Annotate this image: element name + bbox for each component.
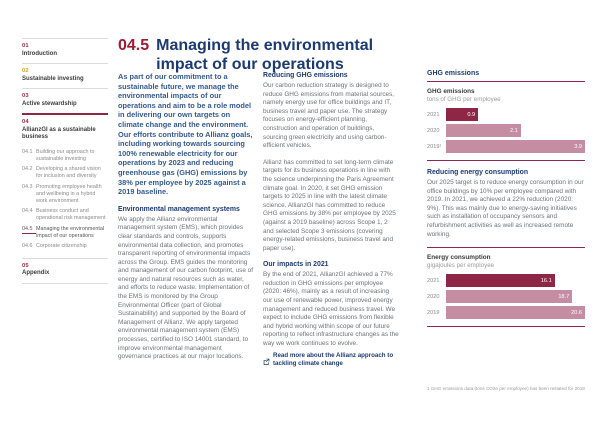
subsection-label: Building our approach to sustainable inv… <box>36 148 95 162</box>
subsection-label: Managing the environmental impact of our… <box>36 225 105 239</box>
sidebar-item-active-stewardship[interactable]: 03 Active stewardship <box>22 89 108 113</box>
column-charts: GHG emissions GHG emissions tons of GHG … <box>427 70 585 335</box>
column-ghg: Reducing GHG emissions Our carbon reduct… <box>263 72 399 368</box>
bar-year-label: 2019 <box>427 309 440 316</box>
chart-title: Energy consumption <box>427 254 491 262</box>
sidebar-item-sustainable-investing[interactable]: 02 Sustainable investing <box>22 64 108 88</box>
bar-row-2021: 2021 16.1 <box>427 274 585 288</box>
bar-row-2019: 2019 20.6 <box>427 306 585 320</box>
bar-2021: 16.1 <box>446 274 555 288</box>
section-title: Sustainable investing <box>22 75 84 82</box>
ems-body: We apply the Allianz environmental manag… <box>118 215 253 361</box>
chart-unit-label: gigajoules per employee <box>427 262 495 270</box>
bar-value-label: 3.9 <box>574 143 582 150</box>
reducing-energy-heading: Reducing energy consumption <box>427 169 529 176</box>
sidebar-item-sustainable-business[interactable]: 04 AllianzGI as a sustainable business <box>22 115 108 147</box>
bar-2019: 3.9 <box>446 140 585 153</box>
section-number: 04 <box>22 119 29 125</box>
sidebar-item-appendix[interactable]: 05 Appendix <box>22 259 108 283</box>
section-title: Introduction <box>22 50 57 57</box>
bar-value-label: 16.1 <box>540 277 552 284</box>
read-more-label: Read more about the Allianz approach to … <box>273 351 394 368</box>
divider <box>22 88 108 89</box>
bar-2020: 2.1 <box>446 124 521 137</box>
bar-value-label: 0.9 <box>467 111 476 118</box>
bar-track: 20.6 <box>446 306 585 320</box>
subsection-label: Business conduct and operational risk ma… <box>36 208 106 221</box>
page-header: 04.5 Managing the environmental impact o… <box>118 36 428 74</box>
bar-row-2020: 2020 18.7 <box>427 290 585 304</box>
intro-paragraph: As part of our commitment to a sustainab… <box>118 72 253 197</box>
bar-2019: 20.6 <box>446 306 585 320</box>
column-intro: As part of our commitment to a sustainab… <box>118 72 254 370</box>
ghg-paragraph-1: Our carbon reduction strategy is designe… <box>263 82 395 150</box>
sidebar-item-04-3[interactable]: 04.3 Promoting employee health and wellb… <box>22 184 108 205</box>
section-number: 05 <box>22 262 29 269</box>
subsection-label: Corporate citizenship <box>36 243 87 249</box>
ghg-paragraph-2: Allianz has committed to set long-term c… <box>263 158 396 252</box>
subsection-number: 04.5 <box>22 226 36 234</box>
subsection-number: 04.3 <box>22 183 33 190</box>
section-title: Appendix <box>22 270 50 276</box>
divider <box>22 63 108 64</box>
chart-title: GHG emissions <box>427 88 475 95</box>
sidebar-item-04-2[interactable]: 04.2 Developing a shared vision for incl… <box>22 166 108 180</box>
sidebar-item-04-4[interactable]: 04.4 Business conduct and operational ri… <box>22 208 108 222</box>
bar-year-label: 2019¹ <box>427 143 442 150</box>
bar-2021: 0.9 <box>446 108 479 121</box>
section-number: 03 <box>22 93 29 99</box>
subsection-number: 04.4 <box>22 208 33 214</box>
bar-year-label: 2020 <box>427 293 440 300</box>
bar-2020: 18.7 <box>446 290 573 304</box>
divider <box>22 38 108 39</box>
energy-body: Our 2025 target is to reduce energy cons… <box>427 179 584 238</box>
bar-track: 3.9 <box>446 140 585 153</box>
subsection-number: 04.6 <box>22 243 33 249</box>
active-section-divider <box>22 113 108 115</box>
read-more-link[interactable]: Read more about the Allianz approach to … <box>263 352 399 369</box>
sidebar-item-04-1[interactable]: 04.1 Building our approach to sustainabl… <box>22 149 108 163</box>
divider <box>22 257 108 259</box>
bar-value-label: 20.6 <box>571 309 582 316</box>
page-title: Managing the environmental impact of our… <box>156 37 374 73</box>
ghg-emissions-chart: GHG emissions tons of GHG per employee 2… <box>427 81 585 161</box>
chart-unit-label: tons of GHG per employee <box>427 96 501 103</box>
subsection-number: 04.1 <box>22 148 33 155</box>
energy-consumption-chart: Energy consumption gigajoules per employ… <box>427 247 585 328</box>
bar-value-label: 2.1 <box>510 127 518 134</box>
section-title: AllianzGI as a sustainable business <box>22 126 96 141</box>
sidebar-item-04-5-active[interactable]: 04.5 Managing the environmental impact o… <box>22 226 108 240</box>
ghg-emissions-section-heading: GHG emissions <box>427 70 480 77</box>
sidebar-item-introduction[interactable]: 01 Introduction <box>22 39 108 63</box>
chapter-number: 04.5 <box>118 37 150 54</box>
bar-track: 18.7 <box>446 290 585 304</box>
subsection-list: 04.1 Building our approach to sustainabl… <box>22 147 108 258</box>
divider <box>22 282 108 284</box>
impacts-body: By the end of 2021, AllianzGI achieved a… <box>263 271 399 348</box>
ems-heading: Environmental management systems <box>118 205 240 213</box>
bar-year-label: 2021 <box>427 277 440 284</box>
impacts-heading: Our impacts in 2021 <box>263 261 329 269</box>
subsection-label: Promoting employee health and wellbeing … <box>36 183 102 204</box>
bar-row-2020: 2020 2.1 <box>427 124 585 137</box>
subsection-number: 04.2 <box>22 166 33 172</box>
section-title: Active stewardship <box>22 100 77 107</box>
section-number: 01 <box>22 43 29 49</box>
bar-track: 0.9 <box>446 108 585 121</box>
reducing-ghg-heading: Reducing GHG emissions <box>263 72 348 79</box>
footnote: 1 GHG emissions data (tons CO2e per empl… <box>427 386 585 391</box>
sidebar-item-04-6[interactable]: 04.6 Corporate citizenship <box>22 243 108 250</box>
bar-track: 16.1 <box>446 274 585 288</box>
bar-year-label: 2021 <box>427 111 440 118</box>
subsection-label: Developing a shared vision for inclusion… <box>36 166 101 179</box>
bar-value-label: 18.7 <box>558 293 570 300</box>
table-of-contents: 01 Introduction 02 Sustainable investing… <box>22 38 108 284</box>
bar-year-label: 2020 <box>427 127 440 134</box>
external-link-icon <box>263 352 270 366</box>
section-number: 02 <box>22 68 29 74</box>
bar-row-2019: 2019¹ 3.9 <box>427 140 585 153</box>
bar-row-2021: 2021 0.9 <box>427 108 585 121</box>
bar-track: 2.1 <box>446 124 585 137</box>
